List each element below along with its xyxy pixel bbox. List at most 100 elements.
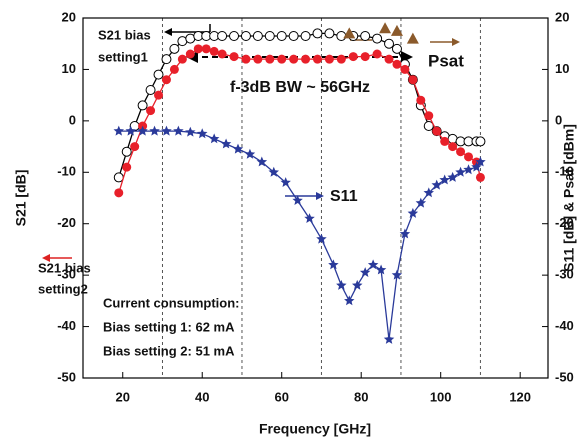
y-tick-label: 10 [62, 61, 76, 76]
point [201, 44, 211, 54]
point [336, 279, 347, 290]
point [456, 147, 466, 157]
point [209, 46, 219, 56]
point [153, 69, 164, 80]
point [336, 54, 346, 64]
point [432, 126, 442, 136]
annotation: Bias setting 2: 51 mA [103, 343, 235, 358]
point [392, 59, 402, 69]
y2-tick-label: -30 [555, 267, 574, 282]
point [372, 33, 383, 44]
point [268, 166, 279, 177]
y2-tick-label: 20 [555, 9, 569, 24]
point [137, 125, 148, 136]
point [122, 162, 132, 172]
point [252, 31, 263, 41]
point [375, 264, 387, 275]
annotation: S21 bias [98, 27, 151, 42]
point [408, 75, 418, 85]
point [292, 195, 303, 205]
annotation: f-3dB BW ~ 56GHz [230, 79, 370, 96]
point [241, 54, 251, 64]
y-tick-label: 20 [62, 9, 76, 24]
point [240, 31, 251, 41]
point [256, 156, 268, 167]
point [169, 43, 180, 54]
point [208, 133, 220, 144]
y2-tick-label: 0 [555, 112, 562, 127]
point [391, 43, 402, 54]
point [316, 233, 327, 244]
point [360, 31, 371, 41]
point [367, 259, 379, 270]
point [125, 125, 136, 136]
y2-axis-label: S11 [dB] & Psat [dBm] [561, 124, 577, 272]
point [344, 295, 355, 306]
point [383, 333, 395, 344]
point [161, 75, 171, 85]
point [232, 143, 244, 154]
point [400, 64, 410, 74]
y2-tick-label: -40 [555, 318, 574, 333]
point [463, 164, 474, 175]
point [229, 31, 240, 41]
point [177, 54, 187, 64]
point [415, 197, 427, 208]
point [431, 179, 442, 190]
point [169, 64, 179, 74]
y-tick-label: -10 [57, 164, 76, 179]
point [475, 156, 486, 167]
point [121, 146, 132, 157]
point [161, 54, 172, 65]
point [336, 31, 347, 41]
point [253, 54, 263, 64]
plot-frame [82, 17, 549, 379]
point [114, 188, 124, 198]
point [416, 95, 426, 105]
point [289, 54, 299, 64]
point [113, 125, 124, 136]
y-tick-label: 0 [69, 112, 76, 127]
annotation: Bias setting 1: 62 mA [103, 319, 235, 334]
annotation: S11 [330, 188, 358, 205]
point [475, 136, 486, 147]
point [276, 31, 287, 41]
annotation: setting1 [98, 49, 148, 64]
y2-tick-label: -10 [555, 164, 574, 179]
point [265, 54, 275, 64]
point [173, 125, 184, 136]
point [407, 207, 419, 218]
point [379, 22, 392, 34]
annotation: Current consumption: [103, 295, 240, 310]
point [217, 49, 227, 59]
point [352, 279, 363, 290]
point [220, 138, 232, 149]
point [137, 100, 148, 111]
y2-tick-label: -20 [555, 215, 574, 230]
point [193, 44, 203, 54]
x-tick-label: 20 [116, 389, 130, 404]
point [300, 31, 311, 41]
point [324, 28, 335, 39]
point [149, 125, 160, 136]
point [145, 85, 156, 95]
point [464, 152, 474, 162]
point [399, 228, 411, 239]
point [423, 121, 434, 131]
point [324, 54, 334, 64]
point [146, 106, 156, 116]
point [360, 52, 370, 62]
point [390, 24, 403, 36]
y-tick-label: -30 [57, 267, 76, 282]
point [343, 27, 356, 39]
point [455, 166, 466, 177]
point [161, 125, 172, 136]
point [471, 161, 482, 172]
point [447, 171, 458, 182]
y2-tick-label: 10 [555, 61, 569, 76]
annotation: Psat [428, 51, 464, 70]
point [277, 54, 287, 64]
point [328, 259, 339, 270]
point [406, 32, 419, 44]
y-tick-label: -40 [57, 318, 76, 333]
